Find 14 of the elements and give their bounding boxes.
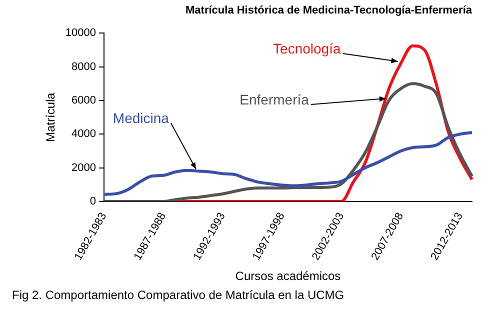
caption: Fig 2. Comportamiento Comparativo de Matrícula en la UCMG — [12, 288, 346, 302]
line-series — [102, 130, 474, 196]
text: Tecnología — [273, 40, 341, 56]
chart-title: Matrícula Histórica de Medicina-Tecnología-Enfermería — [186, 4, 473, 17]
y-tick-label: 6000 — [72, 94, 96, 107]
text: Medicina — [112, 110, 170, 126]
x-axis-title: Cursos académicos — [235, 269, 341, 284]
y-tick-label: 4000 — [72, 128, 96, 140]
y-tick-label: 2000 — [72, 162, 96, 174]
y-tick-label: 10000 — [65, 27, 96, 40]
y-tick-label: 0 — [90, 195, 96, 208]
y-axis-title: Matrícula — [44, 92, 58, 142]
text: Enfermería — [240, 91, 310, 108]
y-tick-label: 8000 — [72, 60, 96, 73]
